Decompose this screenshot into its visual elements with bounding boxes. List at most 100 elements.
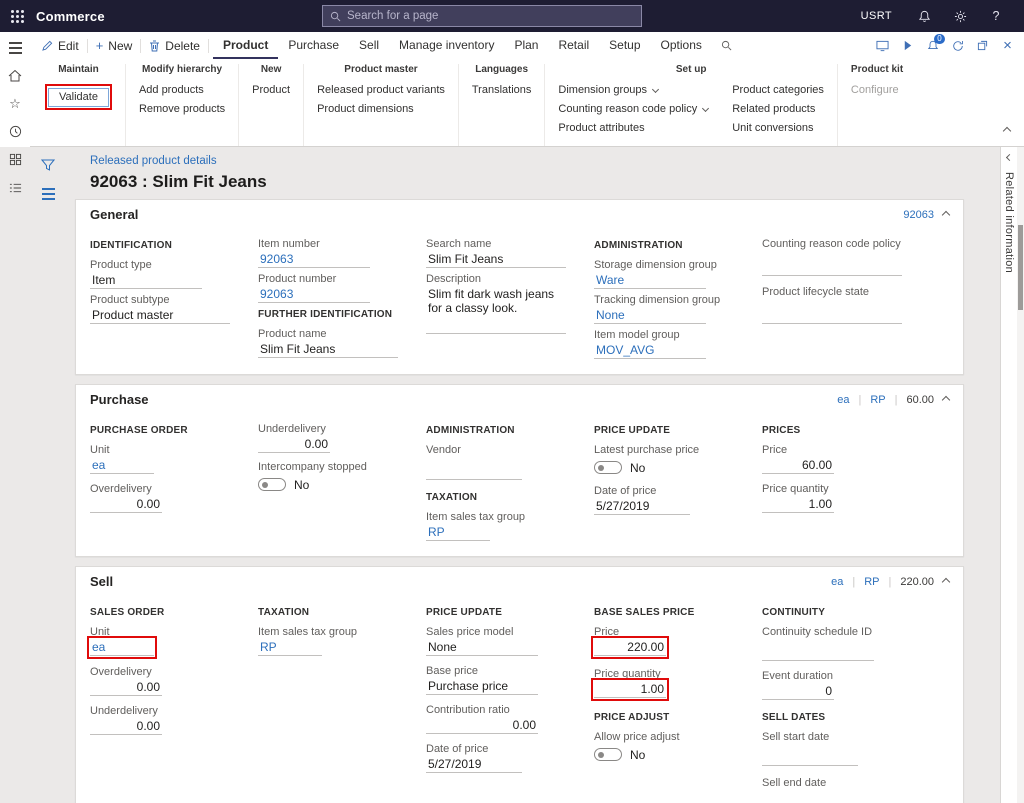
sell-tax-group-input[interactable]: RP (258, 639, 322, 656)
purchase-overdelivery-input[interactable]: 0.00 (90, 496, 162, 513)
purchase-price-update-heading: PRICE UPDATE (594, 425, 671, 436)
sell-underdelivery-input[interactable]: 0.00 (90, 718, 162, 735)
validate-button[interactable]: Validate (48, 88, 109, 107)
purchase-underdelivery-input[interactable]: 0.00 (258, 436, 330, 453)
screen-share-icon[interactable] (870, 32, 895, 59)
latest-purchase-price-toggle[interactable]: No (594, 459, 762, 476)
filter-funnel-icon[interactable] (39, 157, 57, 173)
purchase-section-header[interactable]: Purchase ea | RP | 60.00 (76, 385, 963, 413)
menu-hamburger-icon[interactable] (6, 39, 24, 56)
collapse-ribbon-button[interactable] (1002, 121, 1012, 139)
allow-price-adjust-toggle[interactable]: No (594, 746, 762, 763)
released-product-variants-button[interactable]: Released product variants (317, 84, 445, 96)
related-information-panel[interactable]: Related information (1000, 147, 1017, 803)
sell-overdelivery-input[interactable]: 0.00 (90, 679, 162, 696)
product-subtype-input[interactable]: Product master (90, 307, 230, 324)
tab-options[interactable]: Options (660, 37, 702, 52)
alerts-bell-icon[interactable]: 0 (920, 32, 945, 59)
collapse-sell-icon[interactable] (941, 576, 951, 588)
vendor-input[interactable] (426, 463, 522, 480)
unit-conversions-button[interactable]: Unit conversions (732, 122, 814, 134)
product-type-input[interactable]: Item (90, 272, 202, 289)
general-header-link[interactable]: 92063 (903, 208, 934, 221)
tab-sell[interactable]: Sell (359, 37, 380, 52)
continuity-schedule-id-input[interactable] (762, 644, 874, 661)
purchase-unit-input[interactable]: ea (90, 457, 154, 474)
app-assist-icon[interactable] (895, 32, 920, 59)
contribution-ratio-input[interactable]: 0.00 (426, 717, 538, 734)
configure-button[interactable]: Configure (850, 84, 899, 96)
intercompany-stopped-toggle[interactable]: No (258, 476, 426, 493)
sell-start-date-input[interactable] (762, 749, 858, 766)
sell-date-of-price-input[interactable]: 5/27/2019 (426, 756, 522, 773)
settings-gear-icon[interactable] (942, 0, 978, 32)
sales-price-model-input[interactable]: None (426, 639, 538, 656)
close-icon[interactable]: × (1003, 37, 1012, 54)
breadcrumb[interactable]: Released product details (90, 155, 217, 167)
modules-list-icon[interactable] (6, 179, 24, 196)
search-name-input[interactable]: Slim Fit Jeans (426, 251, 566, 268)
notifications-bell-icon[interactable] (906, 0, 942, 32)
item-model-group-input[interactable]: MOV_AVG (594, 342, 706, 359)
global-search-box[interactable] (322, 5, 642, 27)
dimension-groups-dropdown[interactable]: Dimension groups (558, 84, 708, 96)
global-search-input[interactable] (347, 10, 634, 22)
app-name[interactable]: Commerce (36, 8, 105, 24)
sell-price-quantity-input[interactable]: 1.00 (591, 678, 669, 701)
purchase-tax-group-input[interactable]: RP (426, 524, 490, 541)
product-lifecycle-state-input[interactable] (762, 307, 902, 324)
general-section-header[interactable]: General 92063 (76, 200, 963, 228)
tab-purchase[interactable]: Purchase (288, 37, 340, 52)
tab-manage-inventory[interactable]: Manage inventory (399, 37, 495, 52)
product-attributes-button[interactable]: Product attributes (558, 122, 645, 134)
workspaces-icon[interactable] (6, 151, 24, 168)
collapse-general-icon[interactable] (941, 209, 951, 221)
home-icon[interactable] (6, 67, 24, 84)
tab-plan[interactable]: Plan (514, 37, 539, 52)
base-price-input[interactable]: Purchase price (426, 678, 538, 695)
recent-clock-icon[interactable] (6, 123, 24, 140)
description-input[interactable]: Slim fit dark wash jeans for a classy lo… (426, 286, 566, 334)
storage-dimension-group-input[interactable]: Ware (594, 272, 706, 289)
product-number-input[interactable]: 92063 (258, 286, 370, 303)
delete-button[interactable]: Delete (141, 32, 208, 59)
company-picker[interactable]: USRT (860, 10, 892, 22)
app-launcher-waffle-icon[interactable] (0, 0, 34, 32)
tab-product[interactable]: Product (212, 32, 279, 59)
purchase-price-quantity-input[interactable]: 1.00 (762, 496, 834, 513)
open-in-new-window-icon[interactable] (970, 32, 995, 59)
sell-section-header[interactable]: Sell ea | RP | 220.00 (76, 567, 963, 595)
vertical-scrollbar[interactable] (1017, 147, 1024, 803)
task-list-icon[interactable] (39, 186, 57, 202)
scrollbar-thumb[interactable] (1018, 225, 1023, 310)
product-dimensions-button[interactable]: Product dimensions (317, 103, 414, 115)
tab-setup[interactable]: Setup (609, 37, 641, 52)
product-categories-button[interactable]: Product categories (732, 84, 824, 96)
sell-price-input[interactable]: 220.00 (591, 636, 669, 659)
new-button[interactable]: + New (88, 32, 141, 59)
tracking-dimension-group-input[interactable]: None (594, 307, 706, 324)
sell-end-date-input[interactable] (762, 795, 858, 803)
translations-button[interactable]: Translations (471, 84, 532, 96)
edit-button[interactable]: Edit (34, 32, 87, 59)
purchase-date-of-price-field: Date of price 5/27/2019 (594, 485, 762, 515)
tab-retail[interactable]: Retail (558, 37, 590, 52)
add-products-button[interactable]: Add products (138, 84, 204, 96)
help-icon[interactable]: ? (992, 9, 1000, 23)
remove-products-button[interactable]: Remove products (138, 103, 226, 115)
event-duration-input[interactable]: 0 (762, 683, 834, 700)
new-product-button[interactable]: Product (252, 84, 291, 96)
purchase-price-input[interactable]: 60.00 (762, 457, 834, 474)
counting-reason-code-policy-dropdown[interactable]: Counting reason code policy (558, 103, 710, 115)
collapse-purchase-icon[interactable] (941, 394, 951, 406)
sell-price-update-heading: PRICE UPDATE (426, 607, 503, 618)
product-name-input[interactable]: Slim Fit Jeans (258, 341, 398, 358)
sell-unit-input[interactable]: ea (87, 636, 157, 659)
item-number-input[interactable]: 92063 (258, 251, 370, 268)
purchase-date-of-price-input[interactable]: 5/27/2019 (594, 498, 690, 515)
refresh-icon[interactable] (945, 32, 970, 59)
related-products-button[interactable]: Related products (732, 103, 816, 115)
favorites-star-icon[interactable]: ☆ (9, 95, 21, 111)
action-search-icon[interactable] (712, 32, 741, 59)
counting-reason-code-policy-input[interactable] (762, 259, 902, 276)
